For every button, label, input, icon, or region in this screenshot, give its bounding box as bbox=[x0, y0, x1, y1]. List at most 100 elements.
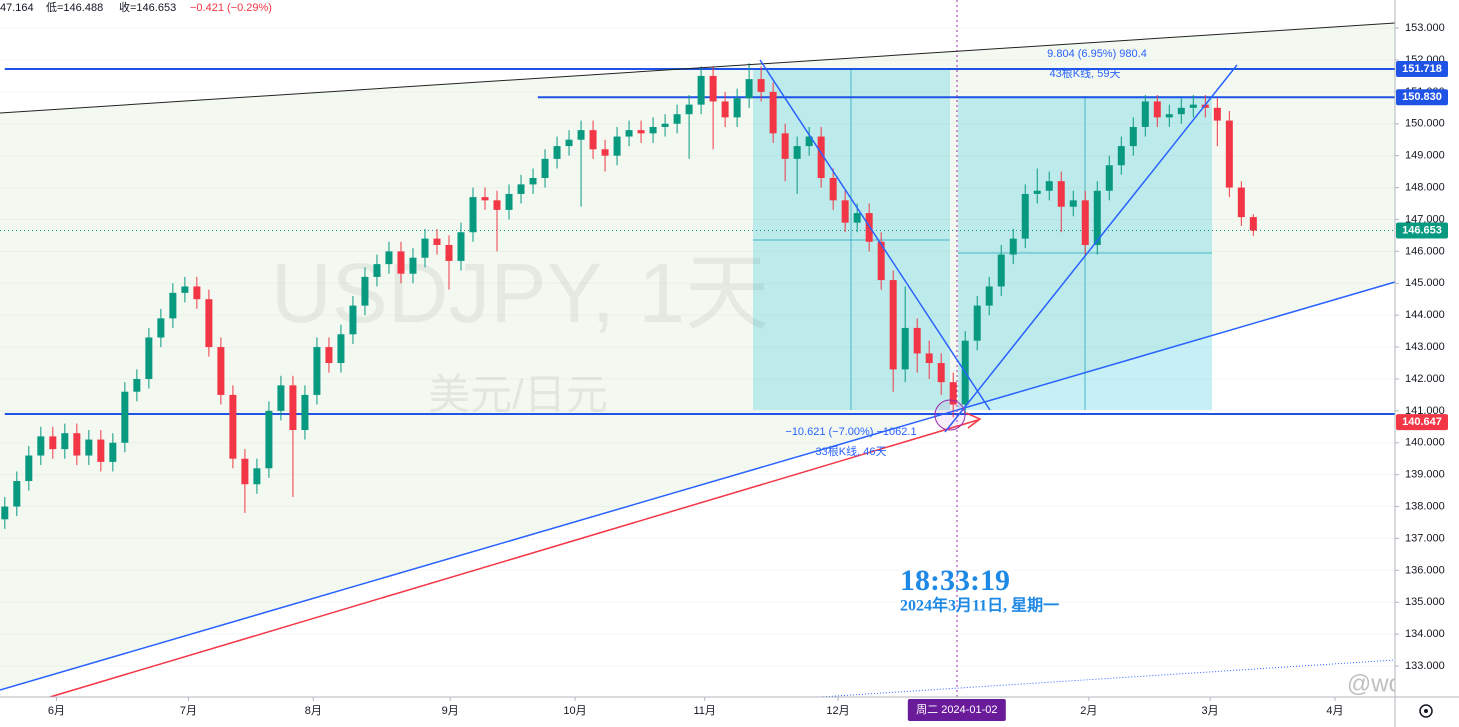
candle-body bbox=[433, 238, 441, 245]
candle-body bbox=[181, 286, 189, 293]
candle-body bbox=[1033, 190, 1041, 194]
candle-body bbox=[673, 114, 681, 124]
y-tick-label: 140.000 bbox=[1405, 437, 1445, 449]
settings-icon-dot bbox=[1424, 709, 1428, 713]
candle-body bbox=[1213, 107, 1221, 121]
candle-body bbox=[97, 439, 105, 462]
candle-body bbox=[145, 337, 153, 379]
candle-body bbox=[1177, 107, 1185, 115]
candle-body bbox=[349, 305, 357, 335]
price-label: 146.653 bbox=[1402, 224, 1442, 236]
candle-body bbox=[337, 334, 345, 364]
header-close: 收=146.653 bbox=[119, 0, 176, 14]
candle-body bbox=[1117, 146, 1125, 166]
candle-body bbox=[733, 98, 741, 118]
axes: 133.000 134.000 135.000 136.000 137.000 138.0… bbox=[48, 22, 1448, 721]
candle-body bbox=[409, 257, 417, 274]
y-tick-label: 147.000 bbox=[1405, 213, 1445, 225]
candle-body bbox=[13, 481, 21, 507]
candle-body bbox=[1249, 217, 1257, 231]
candle-body bbox=[1009, 238, 1017, 255]
trend-line bbox=[0, 281, 1396, 691]
x-tick-label: 12月 bbox=[826, 705, 849, 717]
candle-body bbox=[109, 442, 117, 462]
candle-body bbox=[1045, 181, 1053, 191]
candle-body bbox=[1153, 101, 1161, 118]
candle-body bbox=[613, 136, 621, 156]
y-tick-label: 142.000 bbox=[1405, 373, 1445, 385]
annotation: 33根K线, 46天 bbox=[816, 444, 887, 458]
candle-body bbox=[481, 197, 489, 201]
x-tick-label: 7月 bbox=[180, 705, 197, 717]
price-label-box bbox=[1396, 89, 1448, 106]
candle-body bbox=[301, 394, 309, 431]
candle-body bbox=[901, 327, 909, 370]
header: 47.164 低=146.488 收=146.653 −0.421 (−0.29… bbox=[0, 0, 272, 14]
candle-body bbox=[973, 305, 981, 341]
y-tick-label: 148.000 bbox=[1405, 181, 1445, 193]
candle-body bbox=[241, 458, 249, 485]
candle-body bbox=[49, 436, 57, 450]
y-tick-label: 149.000 bbox=[1405, 150, 1445, 162]
candle-body bbox=[661, 123, 669, 127]
crosshair-label-box bbox=[907, 699, 1006, 721]
x-axis-panel bbox=[0, 697, 1459, 727]
candle-body bbox=[925, 353, 933, 364]
candle-body bbox=[913, 327, 921, 354]
candle-body bbox=[445, 244, 453, 261]
y-tick-label: 153.000 bbox=[1405, 22, 1445, 34]
candle-body bbox=[133, 378, 141, 392]
candle-body bbox=[589, 130, 597, 150]
candle-body bbox=[949, 382, 957, 405]
candle-body bbox=[1093, 190, 1101, 245]
candle-body bbox=[937, 363, 945, 383]
candle-body bbox=[373, 264, 381, 277]
levels bbox=[0, 67, 1395, 416]
x-tick-label: 9月 bbox=[442, 705, 459, 717]
price-label: 151.718 bbox=[1402, 63, 1442, 75]
candle-body bbox=[757, 79, 765, 92]
y-tick-label: 146.000 bbox=[1405, 245, 1445, 257]
candle-body bbox=[421, 238, 429, 258]
candle-body bbox=[685, 104, 693, 115]
header-low: 低=146.488 bbox=[46, 1, 103, 14]
header-change: −0.421 (−0.29%) bbox=[190, 2, 272, 14]
y-tick-label: 144.000 bbox=[1405, 309, 1445, 321]
candle-body bbox=[253, 468, 261, 485]
date: 2024年3月11日, 星期一 bbox=[900, 596, 1059, 615]
annotation: −10.621 (−7.00%) −1062.1 bbox=[785, 426, 916, 438]
candle-body bbox=[1201, 104, 1209, 108]
candle-body bbox=[709, 75, 717, 102]
y-axis-panel bbox=[1395, 0, 1459, 727]
candle-body bbox=[889, 280, 897, 370]
candle-body bbox=[277, 385, 285, 411]
candle-body bbox=[793, 146, 801, 159]
marker-circle bbox=[934, 399, 966, 431]
candle-body bbox=[565, 139, 573, 147]
candle-body bbox=[769, 91, 777, 134]
candle-body bbox=[1165, 114, 1173, 118]
candle-body bbox=[841, 200, 849, 223]
annotation: 43根K线, 59天 bbox=[1050, 66, 1121, 80]
candle-body bbox=[829, 177, 837, 201]
trend-line bbox=[819, 659, 1396, 698]
candle-body bbox=[1069, 200, 1077, 207]
x-tick-label: 2月 bbox=[1080, 705, 1097, 717]
x-tick-label: 8月 bbox=[305, 705, 322, 717]
candle-body bbox=[697, 75, 705, 105]
candle-body bbox=[649, 126, 657, 134]
candle-body bbox=[601, 149, 609, 156]
candle-body bbox=[625, 130, 633, 137]
trend-line bbox=[944, 64, 1238, 433]
x-tick-label: 11月 bbox=[693, 705, 715, 717]
price-label: 150.830 bbox=[1402, 91, 1442, 103]
settings-icon[interactable] bbox=[1419, 704, 1433, 718]
candle-body bbox=[217, 347, 225, 395]
candle-body bbox=[577, 130, 585, 140]
x-tick-label: 10月 bbox=[563, 705, 586, 717]
y-tick-label: 138.000 bbox=[1405, 500, 1445, 512]
candle-body bbox=[73, 433, 81, 456]
y-tick-label: 137.000 bbox=[1405, 532, 1445, 544]
candle-body bbox=[1, 506, 9, 520]
